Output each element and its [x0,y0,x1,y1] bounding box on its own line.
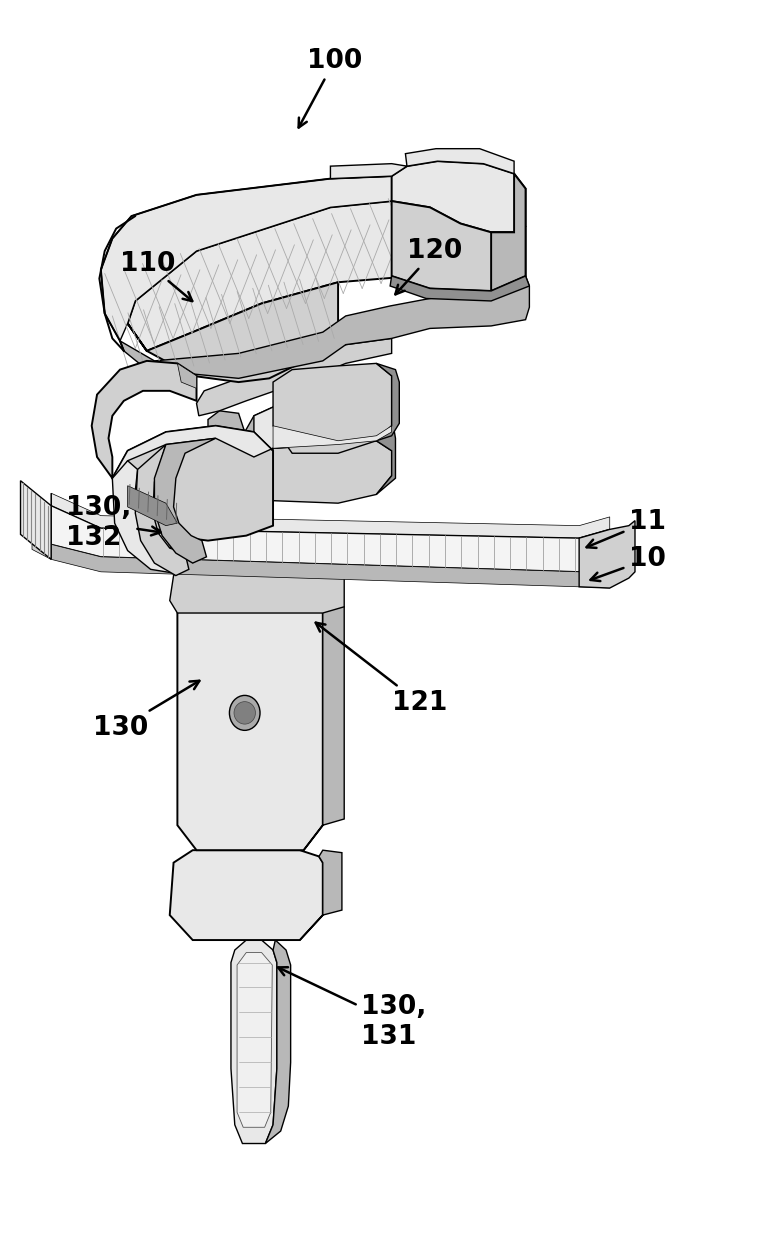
Polygon shape [112,460,181,573]
Polygon shape [390,276,529,301]
Polygon shape [127,283,338,382]
Polygon shape [392,201,525,291]
Polygon shape [177,594,323,851]
Polygon shape [237,952,273,1127]
Polygon shape [392,161,525,233]
Polygon shape [135,444,189,575]
Text: 120: 120 [396,238,462,294]
Polygon shape [21,480,51,559]
Text: 110: 110 [120,250,192,301]
Polygon shape [376,363,399,440]
Polygon shape [127,201,468,350]
Polygon shape [300,851,342,940]
Text: 130: 130 [93,681,200,741]
Text: 130,
131: 130, 131 [278,967,426,1051]
Text: 130,
132: 130, 132 [67,495,161,552]
Polygon shape [491,174,525,291]
Polygon shape [51,505,610,572]
Polygon shape [266,940,290,1143]
Polygon shape [112,425,273,485]
Polygon shape [579,520,635,588]
Polygon shape [197,339,392,415]
Polygon shape [91,360,197,478]
Polygon shape [32,493,51,559]
Polygon shape [51,493,610,538]
Polygon shape [120,276,529,378]
Polygon shape [303,594,344,851]
Polygon shape [177,363,197,388]
Text: 100: 100 [299,49,362,128]
Polygon shape [127,485,177,525]
Polygon shape [170,544,344,613]
Polygon shape [51,544,610,588]
Polygon shape [330,164,407,179]
Text: 121: 121 [316,623,447,716]
Text: 10: 10 [591,547,666,580]
Polygon shape [406,149,514,174]
Polygon shape [253,440,392,503]
Polygon shape [101,176,392,342]
Polygon shape [231,940,277,1143]
Polygon shape [376,403,396,494]
Text: 11: 11 [587,509,666,548]
Polygon shape [112,425,273,540]
Polygon shape [208,410,253,490]
Polygon shape [245,407,273,478]
Polygon shape [273,363,392,453]
Polygon shape [254,403,376,457]
Ellipse shape [230,696,260,731]
Ellipse shape [234,702,256,724]
Polygon shape [273,425,392,448]
Polygon shape [170,851,323,940]
Polygon shape [154,438,216,563]
